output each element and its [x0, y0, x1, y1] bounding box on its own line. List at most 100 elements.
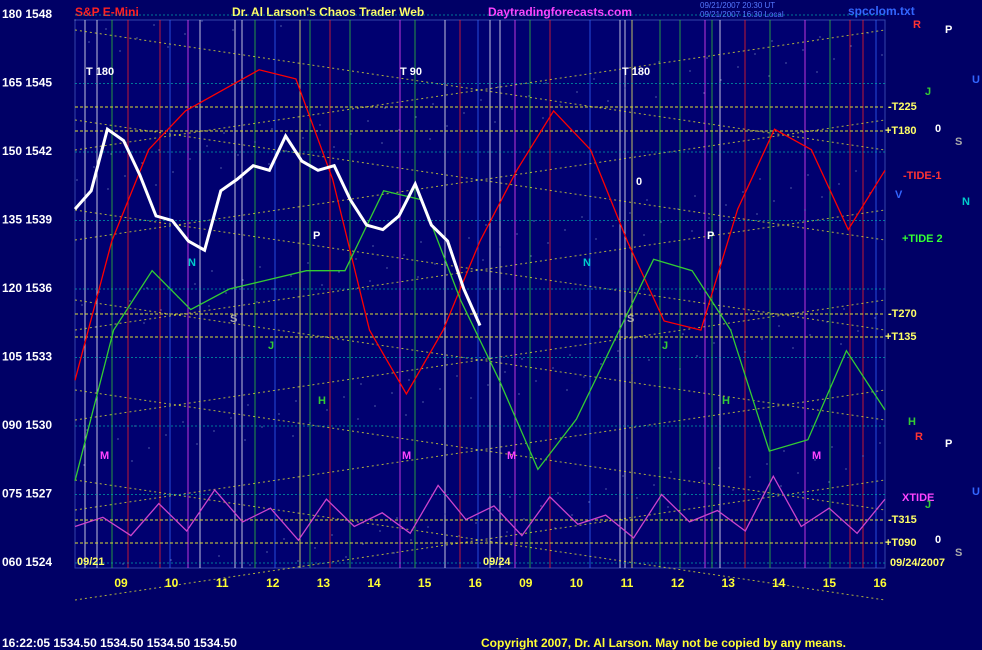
decor-dot [540, 505, 542, 507]
decor-dot [874, 317, 876, 319]
x-tick-label: 14 [367, 576, 381, 590]
annotation: -T225 [888, 101, 917, 113]
decor-dot [172, 171, 174, 173]
annotation: M [507, 450, 516, 462]
decor-dot [667, 506, 669, 508]
decor-dot [744, 351, 746, 353]
decor-dot [396, 517, 398, 519]
decor-dot [648, 359, 650, 361]
decor-dot [429, 138, 431, 140]
decor-dot [343, 396, 345, 398]
decor-dot [838, 183, 840, 185]
decor-dot [759, 178, 761, 180]
decor-dot [100, 451, 102, 453]
annotation: S [955, 547, 962, 559]
decor-dot [268, 163, 270, 165]
decor-dot [706, 57, 708, 59]
decor-dot [403, 254, 405, 256]
decor-dot [208, 305, 210, 307]
decor-dot [879, 442, 881, 444]
annotation: T 180 [86, 66, 114, 78]
annotation: P [707, 230, 714, 242]
annotation: S [955, 136, 962, 148]
decor-dot [280, 25, 282, 27]
plot-area [74, 19, 886, 569]
annotation: 0 [636, 176, 642, 188]
decor-dot [516, 233, 518, 235]
instrument: S&P E-Mini [75, 5, 139, 19]
series-line [74, 190, 886, 481]
decor-dot [88, 41, 90, 43]
decor-dot [855, 170, 857, 172]
decor-dot [119, 50, 121, 52]
decor-dot [386, 267, 388, 269]
decor-dot [295, 400, 297, 402]
decor-dot [107, 188, 109, 190]
decor-dot [420, 241, 422, 243]
decor-dot [256, 301, 258, 303]
decor-dot [749, 476, 751, 478]
decor-dot [792, 347, 794, 349]
decor-dot [309, 422, 311, 424]
decor-dot [708, 217, 710, 219]
x-tick-label: 15 [418, 576, 432, 590]
decor-dot [355, 258, 357, 260]
annotation: -TIDE-1 [903, 170, 942, 182]
decor-dot [372, 245, 374, 247]
annotation: J [925, 499, 931, 511]
decor-dot [143, 322, 145, 324]
decor-diagonal [74, 209, 886, 331]
decor-dot [367, 120, 369, 122]
decor-dot [790, 187, 792, 189]
decor-dot [148, 447, 150, 449]
y-tick-label: 090 1530 [2, 418, 52, 432]
decor-dot [566, 389, 568, 391]
y-tick-label: 105 1533 [2, 350, 52, 364]
decor-dot [83, 464, 85, 466]
decor-dot [826, 321, 828, 323]
decor-dot [828, 481, 830, 483]
decor-dot [689, 70, 691, 72]
decor-dot [201, 20, 203, 22]
decor-dot [379, 530, 381, 532]
y-tick-label: 060 1524 [2, 555, 52, 569]
decor-dot [593, 78, 595, 80]
annotation: H [318, 395, 326, 407]
decor-dot [254, 141, 256, 143]
x-tick-label: 09 [519, 576, 533, 590]
decor-dot [778, 325, 780, 327]
decor-dot [583, 376, 585, 378]
decor-dot [720, 79, 722, 81]
annotation: S [627, 313, 634, 325]
decor-dot [206, 145, 208, 147]
decor-dot [105, 28, 107, 30]
decor-dot [194, 283, 196, 285]
decor-diagonal [74, 299, 886, 421]
annotation: 0 [935, 123, 941, 135]
decor-dot [446, 125, 448, 127]
annotation: J [268, 340, 274, 352]
decor-dot [804, 209, 806, 211]
decor-dot [249, 564, 251, 566]
decor-dot [643, 234, 645, 236]
decor-dot [833, 58, 835, 60]
decor-dot [271, 128, 273, 130]
decor-dot [607, 100, 609, 102]
decor-dot [595, 238, 597, 240]
decor-dot [581, 216, 583, 218]
annotation: P [945, 24, 952, 36]
decor-dot [165, 434, 167, 436]
decor-dot [434, 263, 436, 265]
decor-dot [802, 49, 804, 51]
decor-dot [362, 543, 364, 545]
decor-dot [321, 284, 323, 286]
decor-dot [713, 342, 715, 344]
decor-dot [480, 99, 482, 101]
decor-dot [292, 435, 294, 437]
annotation: S [230, 313, 237, 325]
decor-dot [754, 53, 756, 55]
decor-dot [189, 158, 191, 160]
decor-dot [422, 401, 424, 403]
annotation: R [913, 19, 921, 31]
decor-dot [530, 255, 532, 257]
